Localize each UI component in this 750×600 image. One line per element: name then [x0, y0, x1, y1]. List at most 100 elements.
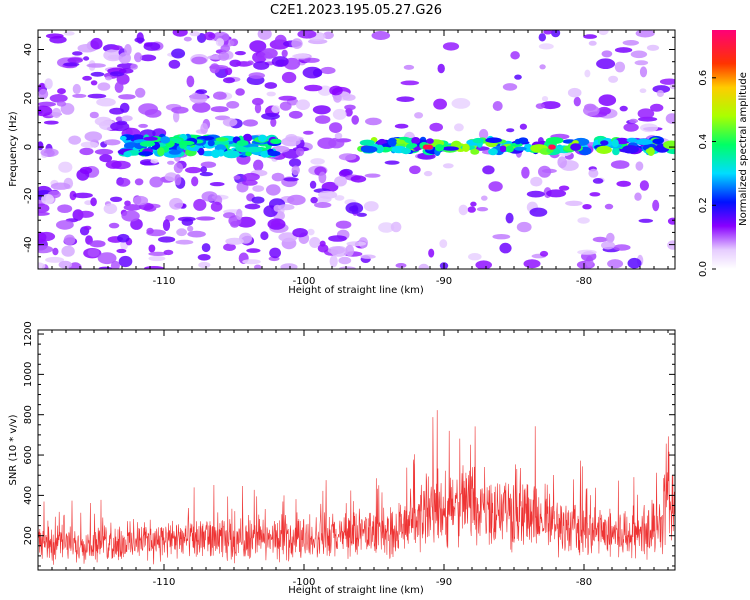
heatmap-band-cell: [258, 134, 267, 142]
heatmap-cell: [288, 158, 302, 168]
x-tick-label: -90: [436, 276, 452, 287]
heatmap-cell: [171, 48, 186, 59]
heatmap-cell: [505, 212, 514, 224]
heatmap-cell: [322, 31, 334, 40]
heatmap-band-cell: [572, 140, 579, 145]
heatmap-cell: [251, 97, 264, 106]
heatmap-cell: [215, 38, 225, 47]
heatmap-band-cell: [622, 145, 639, 154]
heatmap-cell: [278, 232, 298, 242]
heatmap-cell: [439, 239, 448, 249]
heatmap-cell: [191, 56, 207, 65]
y-tick-label: 0: [23, 144, 34, 150]
snr-series-line: [38, 410, 675, 565]
heatmap-band-cell: [600, 140, 609, 146]
heatmap-cell: [335, 220, 352, 229]
heatmap-cell: [242, 172, 260, 181]
heatmap-cell: [277, 204, 295, 211]
heatmap-cell: [89, 240, 106, 248]
heatmap-cell: [592, 236, 608, 243]
y-tick-label: 40: [23, 43, 34, 56]
x-tick-label: -100: [293, 577, 316, 588]
heatmap-cell: [38, 141, 44, 151]
heatmap-cell: [97, 252, 117, 265]
heatmap-cell: [365, 117, 382, 126]
heatmap-cell: [639, 88, 647, 93]
heatmap-cell: [502, 83, 518, 91]
heatmap-cell: [130, 218, 143, 230]
heatmap-cell: [213, 91, 227, 100]
heatmap-cell: [77, 210, 94, 218]
heatmap-cell: [409, 165, 421, 175]
heatmap-cell: [338, 153, 357, 161]
heatmap-cell: [433, 98, 447, 110]
heatmap-cell: [557, 156, 567, 169]
heatmap-cell: [87, 93, 107, 99]
heatmap-cell: [50, 182, 71, 190]
heatmap-cell: [149, 176, 163, 188]
heatmap-cell: [246, 60, 254, 66]
heatmap-cell: [266, 91, 276, 97]
heatmap-cell: [270, 118, 277, 127]
heatmap-cell: [639, 180, 650, 191]
heatmap-band-cell: [267, 150, 281, 157]
heatmap-cell: [110, 260, 120, 269]
heatmap-band-cell: [462, 143, 470, 152]
heatmap-cell: [639, 66, 648, 78]
heatmap-cell: [87, 248, 100, 257]
heatmap-cell: [665, 113, 675, 124]
heatmap-cell: [541, 96, 549, 102]
top-x-axis-label: Height of straight line (km): [288, 285, 424, 296]
heatmap-cell: [329, 85, 343, 96]
heatmap-cell: [209, 63, 220, 74]
heatmap-band-cell: [423, 144, 430, 150]
heatmap-cell: [121, 115, 133, 122]
heatmap-cell: [442, 163, 454, 169]
heatmap-cell: [332, 108, 347, 120]
heatmap-cell: [257, 30, 272, 40]
heatmap-cell: [395, 263, 407, 268]
heatmap-cell: [99, 154, 113, 163]
bottom-x-axis: -110 -100 -90 -80: [37, 330, 669, 588]
heatmap-cell: [132, 195, 149, 206]
heatmap-cell: [482, 165, 495, 175]
heatmap-cell: [90, 71, 105, 77]
heatmap-cell: [543, 30, 553, 35]
heatmap-cell: [470, 201, 477, 207]
heatmap-cell: [49, 94, 68, 103]
heatmap-band-cell: [612, 147, 620, 156]
heatmap-band-cell: [505, 145, 514, 153]
heatmap-cell: [110, 196, 123, 202]
heatmap-band-cell: [223, 150, 240, 159]
heatmap-cell: [209, 182, 225, 187]
x-tick-label: -80: [576, 276, 592, 287]
heatmap-cell: [630, 50, 648, 59]
heatmap-cell: [191, 176, 199, 187]
heatmap-cell: [162, 219, 171, 232]
heatmap-cell: [187, 225, 194, 232]
bottom-y-axis: 200 400 600 800 1000 1200: [23, 321, 675, 567]
heatmap-cell: [201, 191, 218, 202]
spectrogram-panel: -110 -100 -90 -80 -40 -20 0 20 40 Height of str…: [8, 29, 749, 296]
heatmap-cell: [94, 116, 113, 126]
heatmap-cell: [103, 49, 123, 62]
heatmap-band-cell: [596, 145, 612, 154]
heatmap-cell: [266, 184, 281, 196]
heatmap-cell: [584, 69, 591, 78]
heatmap-cell: [637, 108, 655, 119]
heatmap-cell: [148, 251, 168, 256]
heatmap-cell: [67, 57, 83, 64]
heatmap-band-cell: [635, 138, 653, 145]
heatmap-cell: [63, 62, 80, 67]
colorbar: 0.0 0.2 0.4 0.6 Normalized spectral amplitu…: [698, 30, 749, 277]
heatmap-cell: [143, 42, 161, 51]
heatmap-cell: [327, 246, 345, 255]
heatmap-cell: [244, 203, 261, 210]
heatmap-cell: [640, 123, 658, 133]
heatmap-cell: [384, 160, 400, 165]
heatmap-band-cell: [485, 137, 502, 143]
heatmap-band-cell: [663, 140, 675, 150]
heatmap-cell: [169, 197, 184, 210]
heatmap-cell: [86, 63, 106, 68]
heatmap-cell: [414, 112, 424, 119]
